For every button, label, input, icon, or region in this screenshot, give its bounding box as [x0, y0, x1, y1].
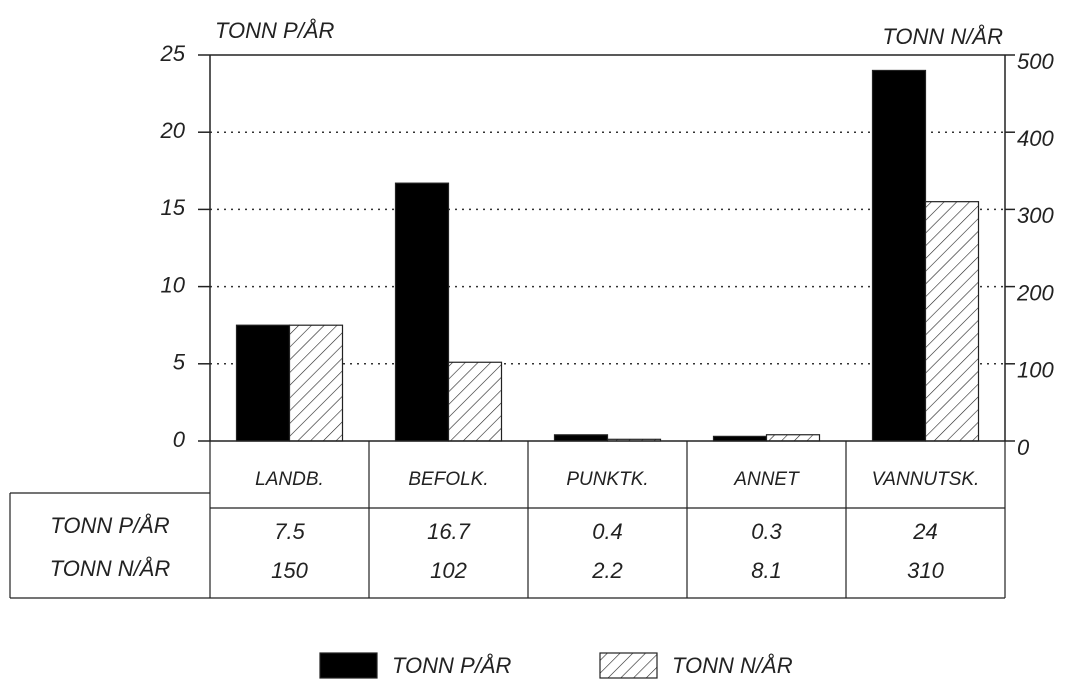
table-cell: 102 — [430, 558, 467, 583]
y-tick-label: 0 — [173, 427, 186, 452]
table-cell: 0.3 — [751, 519, 782, 544]
y2-tick-label: 500 — [1017, 49, 1054, 74]
legend-label: TONN P/ÅR — [392, 653, 512, 678]
y2-tick-label: 100 — [1017, 358, 1054, 383]
table-cell: 8.1 — [751, 558, 782, 583]
y-axis-label: TONN P/ÅR — [215, 18, 335, 43]
bar — [924, 201, 980, 442]
y-tick-label: 5 — [173, 350, 186, 375]
bar — [447, 361, 503, 442]
table-cell: 2.2 — [591, 558, 623, 583]
x-tick-label: ANNET — [733, 469, 800, 490]
y2-axis-label: TONN N/ÅR — [882, 24, 1003, 49]
legend-label: TONN N/ÅR — [672, 653, 793, 678]
y2-tick-label: 200 — [1016, 280, 1054, 305]
bar — [553, 434, 609, 442]
y2-tick-label: 0 — [1017, 435, 1030, 460]
y-tick-label: 20 — [160, 118, 186, 143]
table-row-header: TONN N/ÅR — [50, 556, 171, 581]
y-tick-label: 15 — [161, 195, 186, 220]
legend-swatch — [599, 652, 658, 679]
table-cell: 24 — [912, 519, 937, 544]
table-cell: 150 — [271, 558, 308, 583]
table-cell: 0.4 — [592, 519, 623, 544]
y2-tick-label: 400 — [1017, 126, 1054, 151]
bar — [288, 324, 344, 442]
y2-tick-label: 300 — [1017, 203, 1054, 228]
bar — [871, 69, 927, 442]
x-tick-label: VANNUTSK. — [872, 469, 980, 490]
y-tick-label: 25 — [160, 41, 186, 66]
bar — [235, 324, 291, 442]
x-tick-label: BEFOLK. — [408, 469, 488, 490]
table-cell: 16.7 — [427, 519, 471, 544]
table-cell: 7.5 — [274, 519, 305, 544]
bar — [765, 434, 821, 442]
table-cell: 310 — [907, 558, 944, 583]
bar — [394, 182, 450, 442]
x-tick-label: LANDB. — [255, 469, 324, 490]
y-tick-label: 10 — [161, 272, 186, 297]
table-row-header: TONN P/ÅR — [50, 513, 170, 538]
legend-swatch — [319, 652, 378, 679]
x-tick-label: PUNKTK. — [566, 469, 648, 490]
